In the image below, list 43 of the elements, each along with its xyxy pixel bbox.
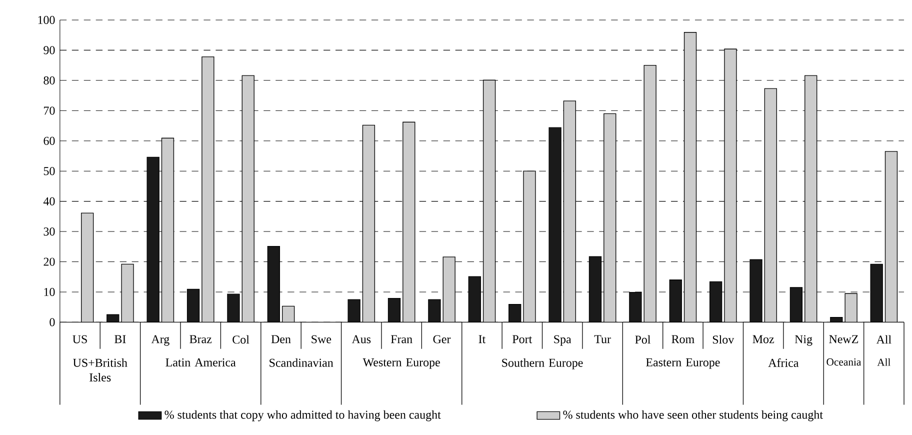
x-tick-label: Braz (190, 335, 212, 344)
x-tick-label: Swe (312, 335, 332, 344)
x-tick-label: Arg (151, 335, 170, 346)
legend-label: % students that copy who admitted to having been caught (164, 410, 441, 422)
x-tick-label: Pol (635, 335, 650, 344)
text: Oceania (826, 358, 862, 366)
x-tick-label: Port (512, 335, 532, 344)
x-tick-label: Den (271, 335, 291, 344)
y-tick-label: 90 (44, 46, 55, 54)
x-tick-label: Rom (672, 335, 694, 344)
x-tick-label: Spa (554, 335, 572, 346)
x-tick-label: BI (114, 335, 126, 343)
x-tick-label: US (72, 335, 87, 344)
text: Scandinavian (270, 358, 334, 367)
x-tick-label: Aus (352, 335, 371, 344)
x-tick-label: Slov (712, 335, 734, 344)
text: Africa (768, 358, 799, 367)
y-tick-label: 40 (43, 197, 55, 206)
y-tick-label: 100 (38, 16, 55, 24)
text: All (877, 358, 890, 366)
x-tick-label: Fran (390, 335, 412, 344)
x-tick-label: Col (232, 335, 250, 344)
legend-label: % students who have seen other students being caught (563, 410, 823, 422)
text: Western Europe (362, 358, 440, 369)
text: Southern Europe (502, 358, 583, 370)
y-tick-label: 70 (44, 106, 55, 115)
x-tick-label: It (478, 335, 486, 344)
y-tick-label: 20 (44, 258, 55, 266)
y-tick-label: 10 (44, 288, 55, 296)
y-tick-label: 0 (50, 318, 55, 326)
text: Eastern Europe (646, 358, 720, 369)
y-tick-label: 50 (44, 166, 55, 175)
x-tick-label: Ger (433, 335, 451, 344)
x-tick-label: NewZ (829, 335, 858, 344)
text: US+British Isles (73, 358, 128, 382)
x-tick-label: Moz (752, 335, 774, 344)
x-tick-label: Nig (794, 335, 812, 346)
y-tick-label: 80 (44, 76, 55, 84)
x-tick-label: All (876, 335, 892, 344)
y-tick-label: 30 (44, 227, 55, 236)
text: Latin America (166, 358, 236, 366)
x-tick-label: Tur (594, 335, 611, 344)
y-tick-label: 60 (44, 136, 55, 145)
